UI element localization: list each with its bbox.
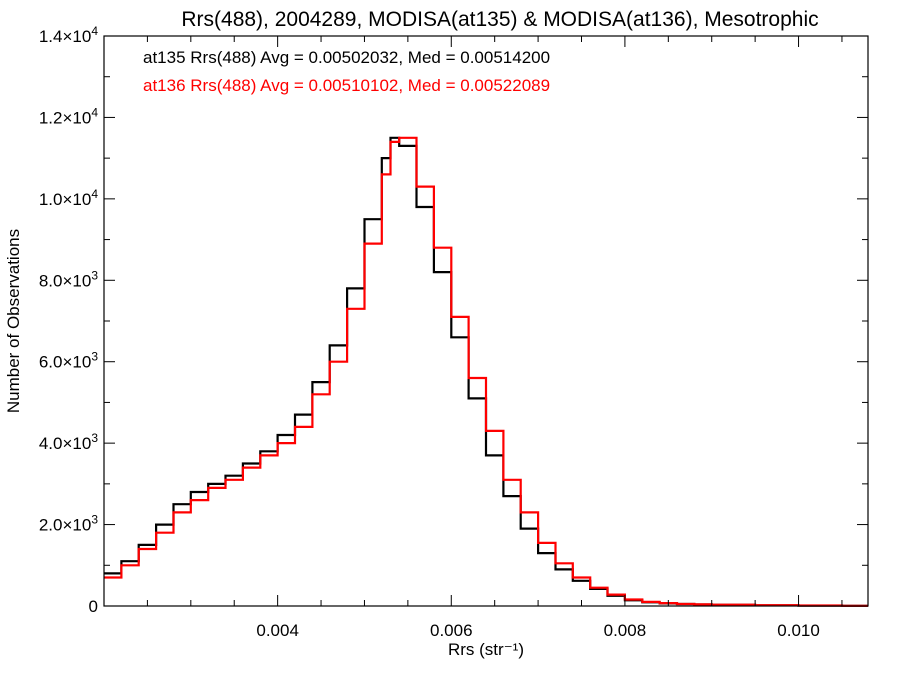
x-tick-label: 0.006 — [430, 621, 473, 640]
x-tick-label: 0.008 — [604, 621, 647, 640]
chart-title: Rrs(488), 2004289, MODISA(at135) & MODIS… — [181, 8, 818, 31]
y-tick-label: 1.0×104 — [39, 187, 98, 209]
legend-entry-at136: at136 Rrs(488) Avg = 0.00510102, Med = 0… — [143, 76, 550, 95]
plot-frame — [103, 35, 869, 607]
x-axis-label: Rrs (str⁻¹) — [448, 640, 524, 659]
legend: at135 Rrs(488) Avg = 0.00502032, Med = 0… — [143, 48, 550, 95]
y-tick-label: 6.0×103 — [39, 350, 98, 372]
y-tick-label: 2.0×103 — [39, 513, 98, 535]
series-line-at136 — [104, 136, 868, 607]
x-tick-label: 0.010 — [777, 621, 820, 640]
series-line-at135 — [104, 136, 868, 607]
y-tick-label: 1.4×104 — [39, 24, 98, 46]
y-tick-label: 8.0×103 — [39, 268, 98, 290]
y-tick-label: 1.2×104 — [39, 105, 98, 127]
y-tick-label: 0 — [89, 597, 98, 616]
series-group — [104, 136, 868, 607]
legend-entry-at135: at135 Rrs(488) Avg = 0.00502032, Med = 0… — [143, 48, 550, 67]
x-tick-label: 0.004 — [256, 621, 299, 640]
y-axis-label: Number of Observations — [4, 229, 23, 413]
y-tick-label: 4.0×103 — [39, 431, 98, 453]
